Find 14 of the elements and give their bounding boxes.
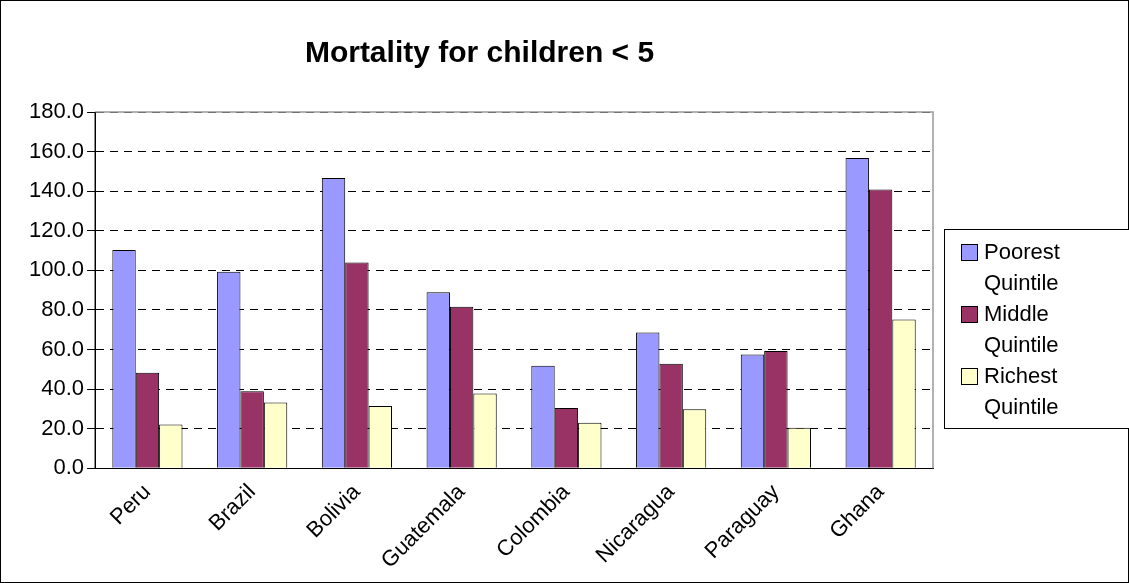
- legend-label: Richest Quintile: [984, 362, 1060, 421]
- legend-label: Middle Quintile: [984, 300, 1060, 359]
- legend-label: Poorest Quintile: [984, 238, 1061, 297]
- y-tick-label: 60.0: [41, 335, 85, 361]
- y-tick-label: 0.0: [53, 454, 85, 480]
- y-tick-label: 140.0: [28, 177, 85, 203]
- y-tick-label: 40.0: [41, 375, 85, 401]
- y-tick-label: 80.0: [41, 295, 85, 321]
- y-tick-label: 20.0: [41, 414, 85, 440]
- y-tick-label: 180.0: [28, 98, 85, 124]
- y-tick-label: 160.0: [28, 137, 85, 163]
- y-tick-label: 100.0: [28, 256, 85, 282]
- y-tick-label: 120.0: [28, 216, 85, 242]
- chart-title: Mortality for children < 5: [304, 35, 655, 69]
